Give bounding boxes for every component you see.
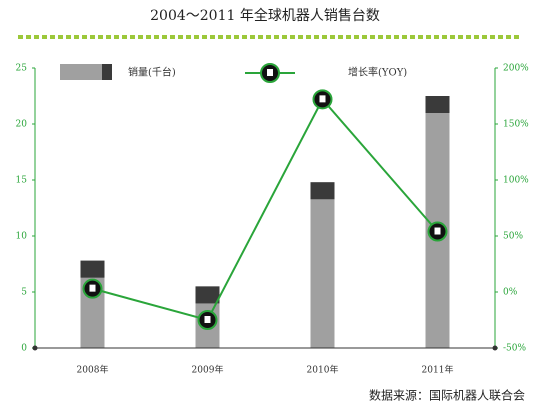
bar-cap: [310, 182, 335, 200]
bar-cap: [425, 96, 450, 113]
marker-icon: [434, 227, 441, 235]
marker-icon: [267, 69, 273, 76]
x-tick-label: 2009年: [192, 364, 224, 376]
chart-title: 2004～2011 年全球机器人销售台数: [150, 7, 380, 24]
y-tick-label: 0: [21, 344, 27, 354]
y2-tick-label: 0%: [503, 288, 518, 298]
axis-dot: [32, 345, 38, 351]
legend-swatch-cap: [102, 64, 112, 80]
y-tick-label: 5: [21, 288, 27, 298]
legend-swatch: [60, 64, 102, 80]
y2-tick-label: 50%: [503, 232, 523, 242]
x-tick-label: 2010年: [307, 364, 339, 376]
y2-tick-label: 200%: [503, 64, 529, 74]
legend-label: 增长率(YOY): [348, 66, 407, 79]
y-tick-label: 10: [16, 232, 28, 242]
axis-dot: [492, 345, 498, 351]
source-note: 数据来源：国际机器人联合会: [369, 388, 525, 403]
bar-cap: [195, 286, 220, 304]
x-tick-label: 2011年: [422, 364, 454, 376]
y2-tick-label: 100%: [503, 176, 529, 186]
bar: [310, 182, 335, 348]
legend-label: 销量(千台): [128, 66, 176, 79]
y-tick-label: 20: [16, 120, 28, 130]
y-tick-label: 25: [16, 64, 28, 74]
y-tick-label: 15: [16, 176, 28, 186]
y2-tick-label: 150%: [503, 120, 529, 130]
marker-icon: [319, 95, 326, 103]
marker-icon: [204, 316, 211, 323]
bar-cap: [80, 260, 105, 278]
x-tick-label: 2008年: [77, 364, 109, 376]
y2-tick-label: -50%: [503, 344, 526, 354]
marker-icon: [89, 284, 96, 292]
growth-line: [92, 97, 439, 322]
